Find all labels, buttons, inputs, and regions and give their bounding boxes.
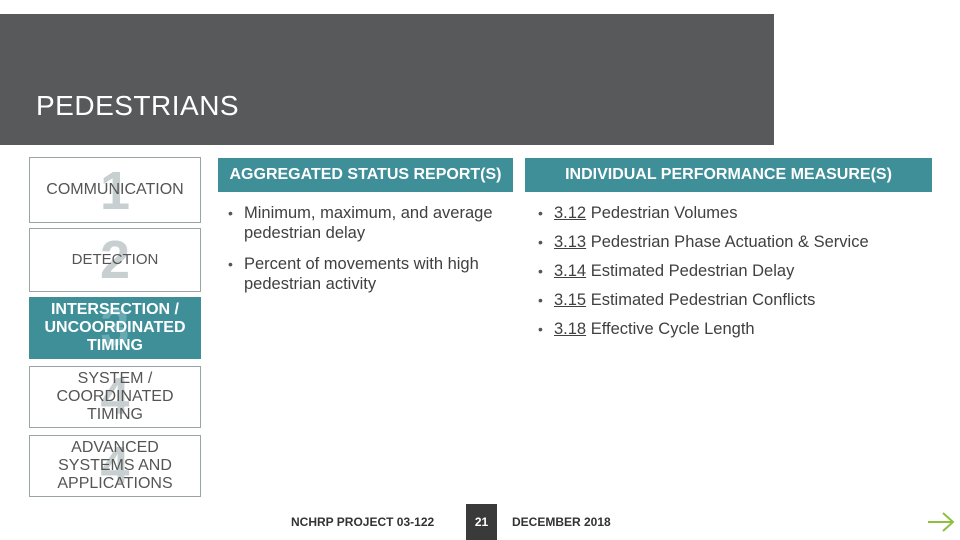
sidebar-item-label: DETECTION — [71, 251, 159, 268]
list-item: • 3.15 Estimated Pedestrian Conflicts — [536, 290, 936, 319]
page-number: 21 — [466, 504, 497, 540]
list-item: • 3.13 Pedestrian Phase Actuation & Serv… — [536, 232, 936, 261]
list-item: • 3.14 Estimated Pedestrian Delay — [536, 261, 936, 290]
sidebar-item-label: INTERSECTION / UNCOORDINATED TIMING — [44, 301, 186, 354]
sidebar-item-detection[interactable]: 2 DETECTION — [29, 228, 201, 292]
sidebar-item-number: 3 — [100, 299, 130, 357]
list-item: • 3.18 Effective Cycle Length — [536, 319, 936, 348]
sidebar-item-number: 1 — [99, 161, 131, 221]
bullet-icon: • — [228, 205, 233, 221]
aggregated-bullet-text: Minimum, maximum, and average pedestrian… — [244, 204, 493, 242]
bullet-icon: • — [538, 321, 543, 337]
measure-link-3-13[interactable]: 3.13 — [554, 233, 587, 251]
list-item: • Percent of movements with high pedestr… — [226, 254, 516, 294]
bullet-icon: • — [538, 234, 543, 250]
bullet-icon: • — [228, 256, 233, 272]
aggregated-bullet-list: • Minimum, maximum, and average pedestri… — [226, 203, 516, 305]
sidebar-item-number: 2 — [99, 230, 131, 290]
aggregated-status-report-header: AGGREGATED STATUS REPORT(S) — [218, 158, 513, 192]
footer-project: NCHRP PROJECT 03-122 — [291, 515, 435, 529]
bullet-icon: • — [538, 263, 543, 279]
footer-date: DECEMBER 2018 — [512, 515, 611, 529]
measure-link-3-18[interactable]: 3.18 — [554, 320, 587, 338]
measure-label: Pedestrian Volumes — [590, 204, 738, 222]
measure-label: Pedestrian Phase Actuation & Service — [590, 233, 869, 251]
bullet-icon: • — [538, 292, 543, 308]
individual-performance-measures-header: INDIVIDUAL PERFORMANCE MEASURE(S) — [525, 158, 932, 192]
measure-label: Estimated Pedestrian Delay — [590, 262, 795, 280]
sidebar-item-advanced-systems-and-applications[interactable]: 4 ADVANCED SYSTEMS AND APPLICATIONS — [29, 435, 201, 497]
measure-label: Estimated Pedestrian Conflicts — [590, 291, 816, 309]
sidebar-item-system-coordinated-timing[interactable]: 4 SYSTEM / COORDINATED TIMING — [29, 366, 201, 428]
header-band — [0, 14, 774, 145]
measure-link-3-14[interactable]: 3.14 — [554, 262, 587, 280]
sidebar-item-number: 4 — [100, 368, 130, 426]
measure-link-3-15[interactable]: 3.15 — [554, 291, 587, 309]
sidebar-item-intersection-uncoordinated-timing[interactable]: 3 INTERSECTION / UNCOORDINATED TIMING — [29, 297, 201, 359]
aggregated-bullet-text: Percent of movements with high pedestria… — [244, 255, 479, 293]
measure-link-3-12[interactable]: 3.12 — [554, 204, 587, 222]
individual-measure-list: • 3.12 Pedestrian Volumes • 3.13 Pedestr… — [536, 203, 936, 348]
page-title: PEDESTRIANS — [36, 90, 240, 121]
list-item: • 3.12 Pedestrian Volumes — [536, 203, 936, 232]
measure-label: Effective Cycle Length — [590, 320, 755, 338]
sidebar-item-number: 4 — [100, 437, 130, 495]
sidebar-item-label: SYSTEM / COORDINATED TIMING — [56, 370, 174, 423]
arrow-right-icon[interactable] — [926, 510, 956, 534]
sidebar-item-label: COMMUNICATION — [46, 181, 184, 198]
sidebar-item-label: ADVANCED SYSTEMS AND APPLICATIONS — [57, 439, 173, 492]
sidebar-item-communication[interactable]: 1 COMMUNICATION — [29, 157, 201, 223]
list-item: • Minimum, maximum, and average pedestri… — [226, 203, 516, 243]
bullet-icon: • — [538, 205, 543, 221]
